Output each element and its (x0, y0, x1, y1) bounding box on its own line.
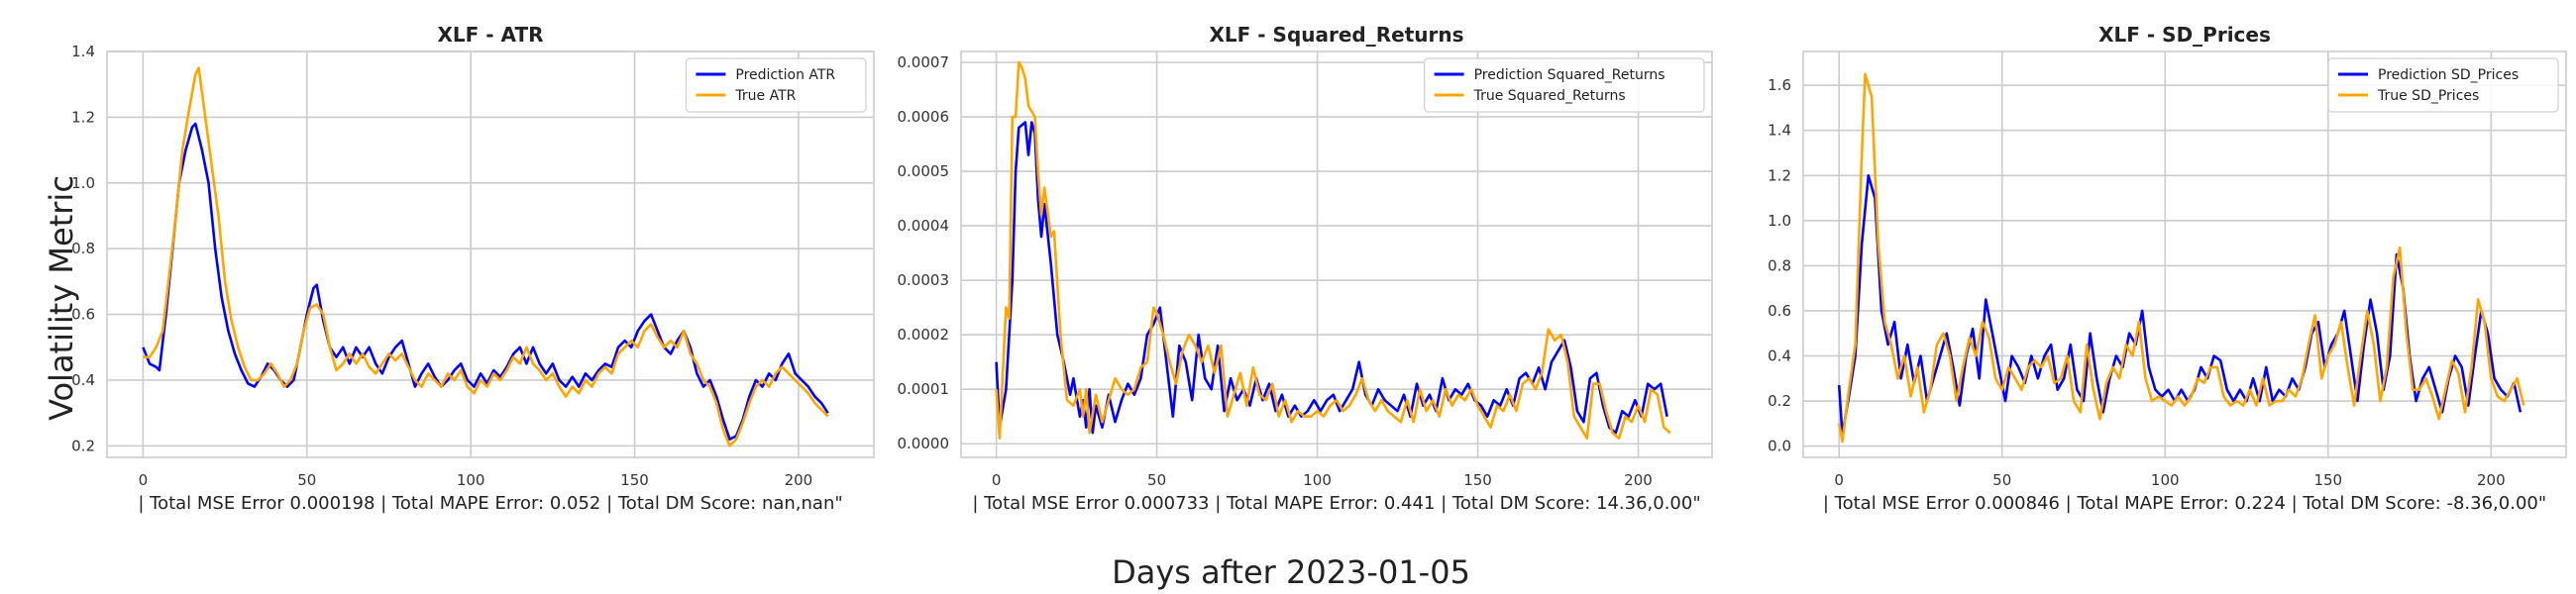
plot-frame (960, 50, 1713, 458)
series-line-true (995, 60, 1671, 440)
figure-xlabel: Days after 2023-01-05 (1112, 553, 1470, 591)
y-tick-label: 0.2 (1768, 392, 1791, 410)
y-tick-label: 1.0 (71, 174, 95, 192)
series-line-true (1837, 72, 2525, 444)
series-line-prediction (142, 122, 829, 441)
y-tick-label: 0.0000 (898, 435, 950, 452)
x-tick-label: 150 (1463, 471, 1492, 489)
legend-box (685, 57, 867, 113)
y-tick-label: 0.8 (71, 240, 95, 257)
chart-title: XLF - SD_Prices (2098, 23, 2271, 47)
y-tick-label: 0.0 (1768, 438, 1791, 455)
legend-box (1423, 57, 1705, 113)
x-tick-label: 50 (297, 471, 316, 489)
chart-panel-1: 0 50 100 150 200 0.0000 0.0001 0.0002 0.0003 0.00… (898, 23, 1713, 514)
y-tick-label: 1.2 (1768, 166, 1791, 184)
y-tick-label: 0.0003 (898, 271, 950, 289)
x-tick-label: 0 (992, 471, 1002, 489)
y-tick-label: 0.2 (71, 437, 95, 454)
y-tick-label: 0.8 (1768, 256, 1791, 274)
x-tick-label: 50 (1147, 471, 1166, 489)
chart-panel-0: 0 50 100 150 200 0.2 0.4 0.6 0.8 1.0 1.2 1.4 XLF - A… (71, 23, 875, 514)
y-tick-label: 0.0005 (898, 162, 950, 180)
y-tick-label: 0.0007 (898, 53, 950, 71)
y-tick-label: 0.0002 (898, 326, 950, 344)
x-tick-label: 200 (2477, 471, 2506, 489)
y-tick-label: 0.0006 (898, 108, 950, 126)
x-tick-label: 100 (1303, 471, 1332, 489)
legend: Prediction SD_Prices True SD_Prices (2327, 57, 2559, 113)
x-tick-label: 200 (1624, 471, 1653, 489)
x-tick-label: 100 (457, 471, 485, 489)
chart-title: XLF - ATR (437, 23, 543, 47)
legend: Prediction ATR True ATR (685, 57, 867, 113)
legend-label: True ATR (734, 88, 796, 104)
x-tick-label: 0 (139, 471, 149, 489)
y-tick-label: 1.2 (71, 108, 95, 126)
figure-ylabel: Volatility Metric (43, 175, 80, 421)
y-tick-label: 1.4 (71, 43, 95, 60)
legend: Prediction Squared_Returns True Squared_R… (1423, 57, 1705, 113)
plot-area (107, 51, 874, 457)
legend-label: True SD_Prices (2377, 88, 2479, 104)
y-tick-label: 0.6 (1768, 302, 1791, 320)
legend-label: Prediction SD_Prices (2378, 67, 2519, 83)
x-tick-label: 50 (1992, 471, 2011, 489)
y-tick-label: 0.4 (71, 371, 95, 389)
plot-frame (1802, 50, 2567, 458)
y-tick-label: 1.4 (1768, 122, 1791, 140)
y-tick-label: 0.0004 (898, 217, 950, 235)
legend-label: Prediction Squared_Returns (1474, 67, 1665, 83)
legend-label: Prediction ATR (735, 67, 835, 83)
chart-title: XLF - Squared_Returns (1209, 23, 1463, 47)
plot-frame (106, 50, 875, 458)
x-tick-label: 200 (785, 471, 813, 489)
x-tick-label: 150 (620, 471, 649, 489)
y-tick-label: 0.0001 (898, 380, 950, 398)
x-tick-label: 100 (2151, 471, 2180, 489)
y-tick-label: 0.4 (1768, 347, 1791, 365)
metrics-footer: | Total MSE Error 0.000846 | Total MAPE … (1823, 493, 2546, 514)
series-line-true (143, 66, 829, 447)
x-tick-label: 150 (2313, 471, 2342, 489)
chart-panels: 0 50 100 150 200 0.2 0.4 0.6 0.8 1.0 1.2 1.4 XLF - A… (71, 23, 2567, 514)
y-tick-label: 1.6 (1768, 76, 1791, 94)
metrics-footer: | Total MSE Error 0.000198 | Total MAPE … (138, 493, 842, 514)
chart-panel-2: 0 50 100 150 200 0.0 0.2 0.4 0.6 0.8 1.0 1.2 1.4 1.6 X… (1768, 23, 2567, 514)
legend-box (2327, 57, 2559, 113)
metrics-footer: | Total MSE Error 0.000733 | Total MAPE … (972, 493, 1700, 514)
legend-label: True Squared_Returns (1473, 88, 1626, 104)
x-tick-label: 0 (1834, 471, 1844, 489)
y-tick-label: 0.6 (71, 306, 95, 324)
y-tick-label: 1.0 (1768, 212, 1791, 230)
